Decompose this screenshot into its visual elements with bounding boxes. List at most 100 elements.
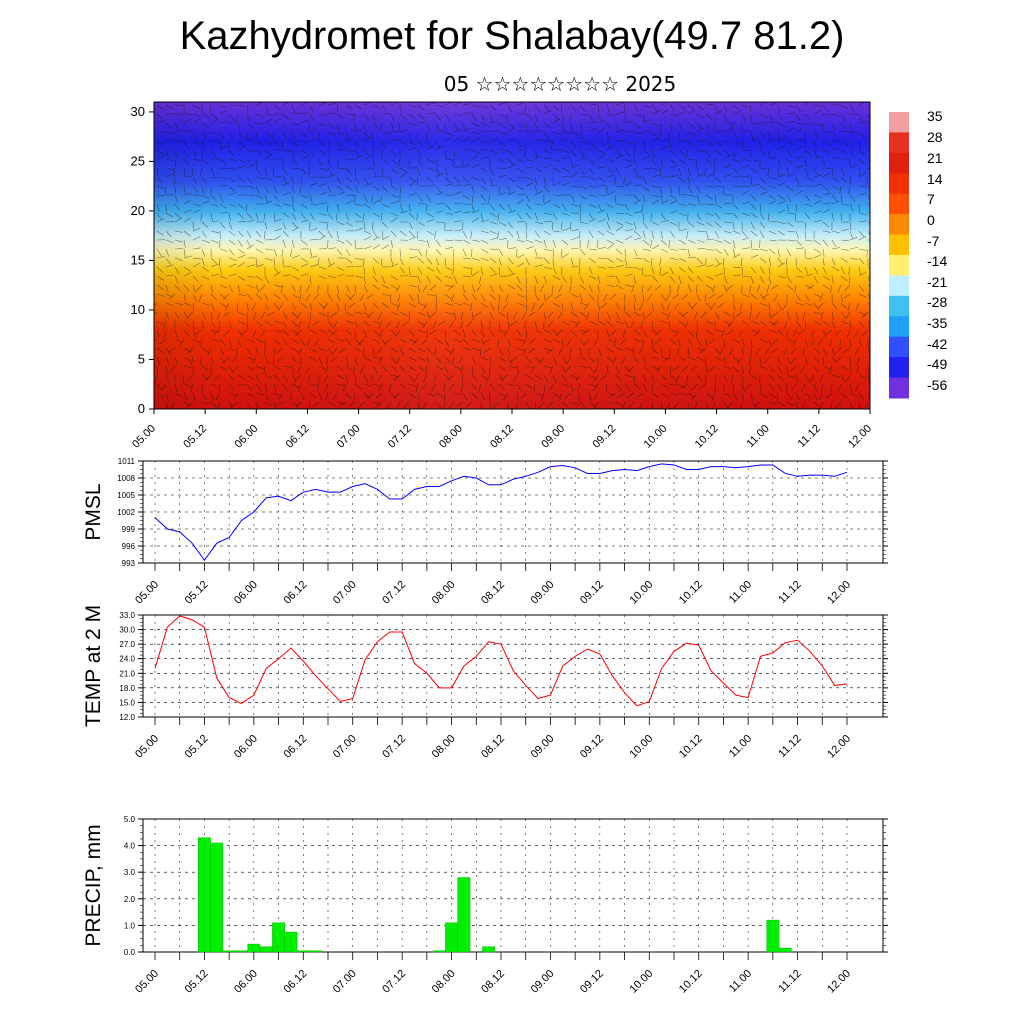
wind-barb — [231, 401, 239, 407]
wind-barb — [768, 266, 771, 275]
wind-barb — [420, 383, 428, 390]
wind-barb — [330, 329, 338, 336]
wind-barb — [282, 239, 286, 248]
wind-barb — [192, 262, 201, 268]
wind-barb — [633, 113, 642, 117]
wind-barb — [192, 118, 200, 124]
precip-bar — [272, 922, 285, 953]
wind-barb — [543, 220, 552, 223]
wind-barb — [867, 149, 870, 153]
wind-barb — [687, 104, 695, 110]
wind-barb — [534, 113, 538, 122]
wind-barb — [651, 174, 660, 178]
wind-barb — [641, 203, 644, 212]
wind-barb — [867, 320, 870, 324]
wind-barb — [453, 184, 462, 187]
wind-barb — [681, 311, 689, 318]
wind-barb — [723, 104, 728, 113]
wind-barb — [417, 194, 423, 202]
wind-barb — [822, 185, 830, 192]
wind-barb — [201, 383, 204, 392]
wind-barb — [372, 383, 381, 387]
heatmap-xtick-label: 11.12 — [796, 423, 823, 450]
wind-barb — [732, 167, 739, 175]
wind-barb — [831, 167, 833, 176]
wind-barb — [552, 113, 560, 120]
wind-barb — [543, 383, 546, 392]
heatmap-ytick-label: 20 — [131, 203, 145, 218]
precip-bar — [766, 919, 780, 953]
wind-barb — [237, 221, 246, 223]
wind-barb — [512, 311, 518, 320]
wind-barb — [633, 302, 636, 311]
wind-barb — [354, 320, 359, 329]
wind-barb — [453, 191, 462, 196]
wind-barb — [561, 122, 565, 131]
wind-barb — [723, 221, 732, 224]
wind-barb — [856, 356, 860, 365]
precip-xtick-label: 09.12 — [578, 968, 606, 996]
wind-barb — [615, 248, 623, 255]
wind-barb — [408, 311, 411, 320]
wind-barb — [192, 275, 199, 283]
wind-barb — [570, 221, 572, 230]
colorbar-swatch — [889, 152, 909, 174]
wind-barb — [507, 122, 515, 129]
wind-barb — [813, 401, 821, 408]
wind-barb — [840, 194, 843, 203]
wind-barb — [480, 302, 488, 308]
precip-xtick-label: 05.12 — [183, 968, 211, 996]
wind-barb — [381, 167, 384, 176]
wind-barb — [516, 199, 524, 205]
wind-barb — [651, 167, 660, 171]
wind-barb — [795, 176, 799, 185]
wind-barb — [273, 118, 281, 124]
wind-barb — [190, 356, 194, 365]
wind-barb — [154, 302, 158, 306]
wind-barb — [840, 266, 846, 275]
wind-barb — [687, 122, 695, 128]
wind-barb — [767, 212, 770, 221]
wind-barb — [174, 129, 183, 133]
pmsl-ytick-label: 993 — [122, 559, 136, 568]
wind-barb — [548, 383, 554, 392]
temp-2m-xtick-label: 08.12 — [479, 733, 507, 761]
wind-barb — [768, 156, 777, 160]
wind-barb — [660, 212, 666, 220]
wind-barb — [741, 190, 749, 196]
wind-barb — [156, 255, 165, 259]
wind-barb — [336, 365, 344, 371]
wind-barb — [750, 122, 759, 125]
wind-barb — [633, 122, 641, 129]
wind-barb — [462, 347, 471, 351]
precip-xtick-label: 12.00 — [825, 968, 853, 996]
wind-barb — [165, 264, 174, 268]
wind-barb — [561, 227, 570, 232]
wind-barb — [237, 254, 246, 259]
heatmap-xtick-label: 06.12 — [284, 423, 312, 451]
wind-barb — [183, 255, 192, 259]
temp-2m-ytick-label: 30.0 — [119, 626, 135, 635]
wind-barb — [543, 257, 550, 265]
wind-barb — [183, 356, 191, 362]
wind-barb — [291, 104, 295, 113]
wind-barb — [624, 266, 633, 269]
wind-barb — [849, 194, 856, 202]
wind-barb — [804, 167, 808, 176]
wind-barb — [480, 113, 485, 122]
wind-barb — [460, 311, 464, 320]
wind-barb — [471, 356, 476, 365]
temp-panel: 12.015.018.021.024.027.030.033.005.00 05.… — [82, 605, 888, 761]
wind-barb — [192, 185, 198, 193]
precip-bar — [210, 842, 224, 953]
wind-barb — [534, 329, 543, 334]
wind-barb — [345, 338, 352, 346]
wind-barb — [498, 167, 507, 169]
wind-barb — [174, 185, 177, 194]
wind-barb — [771, 284, 779, 290]
wind-barb — [570, 311, 578, 317]
wind-barb — [174, 230, 183, 233]
wind-barb — [561, 137, 570, 142]
wind-barb — [192, 227, 201, 232]
wind-barb — [426, 131, 428, 141]
